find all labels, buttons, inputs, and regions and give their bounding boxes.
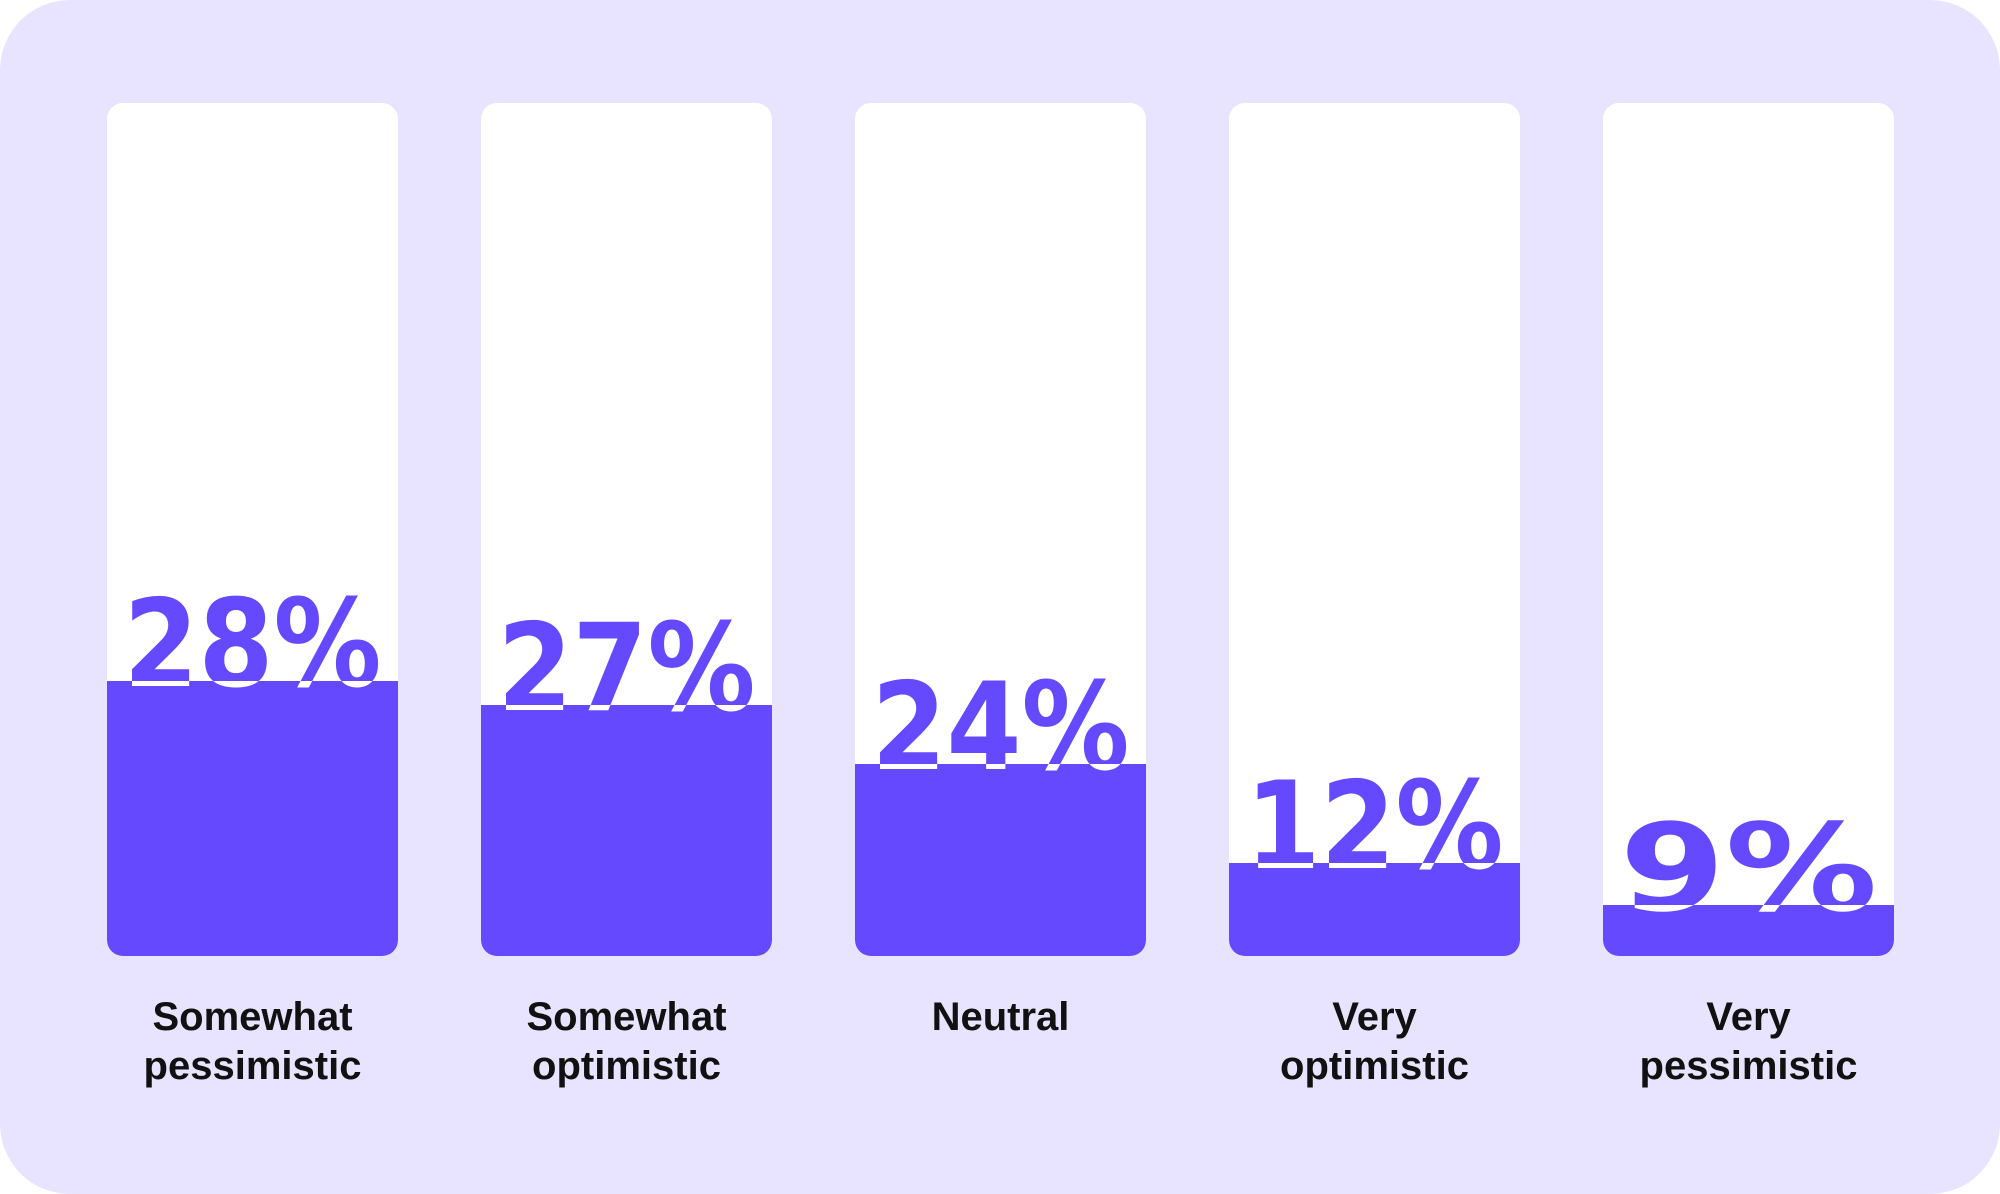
bar-track bbox=[1229, 103, 1520, 956]
category-label: Somewhat pessimistic bbox=[144, 995, 362, 1088]
bar-fill bbox=[1229, 863, 1520, 956]
bar-fill bbox=[1603, 905, 1894, 956]
bar-value-label: 28% bbox=[124, 574, 382, 715]
bar-group: 24%24%Neutral bbox=[855, 103, 1146, 1039]
bar-value-label: 27% bbox=[498, 598, 756, 739]
bar-fill bbox=[855, 764, 1146, 956]
category-label: Neutral bbox=[932, 995, 1070, 1039]
bar-fill bbox=[107, 681, 398, 956]
bar-value-label: 9% bbox=[1620, 798, 1878, 939]
bar-value-label: 24% bbox=[872, 657, 1130, 798]
bar-value-label-inner: 27% bbox=[498, 598, 756, 739]
bar-track bbox=[855, 103, 1146, 956]
bar-value-label-inner: 24% bbox=[872, 657, 1130, 798]
bar-value-label-inner: 12% bbox=[1246, 756, 1504, 897]
category-label: Somewhat optimistic bbox=[526, 995, 726, 1088]
category-label: Very optimistic bbox=[1280, 995, 1469, 1088]
category-label: Very pessimistic bbox=[1640, 995, 1858, 1088]
bar-value-label: 12% bbox=[1246, 756, 1504, 897]
bar-value-label-inner: 28% bbox=[124, 574, 382, 715]
bar-track bbox=[1603, 103, 1894, 956]
bar-value-label-inner: 9% bbox=[1620, 798, 1878, 939]
bar-fill bbox=[481, 705, 772, 956]
